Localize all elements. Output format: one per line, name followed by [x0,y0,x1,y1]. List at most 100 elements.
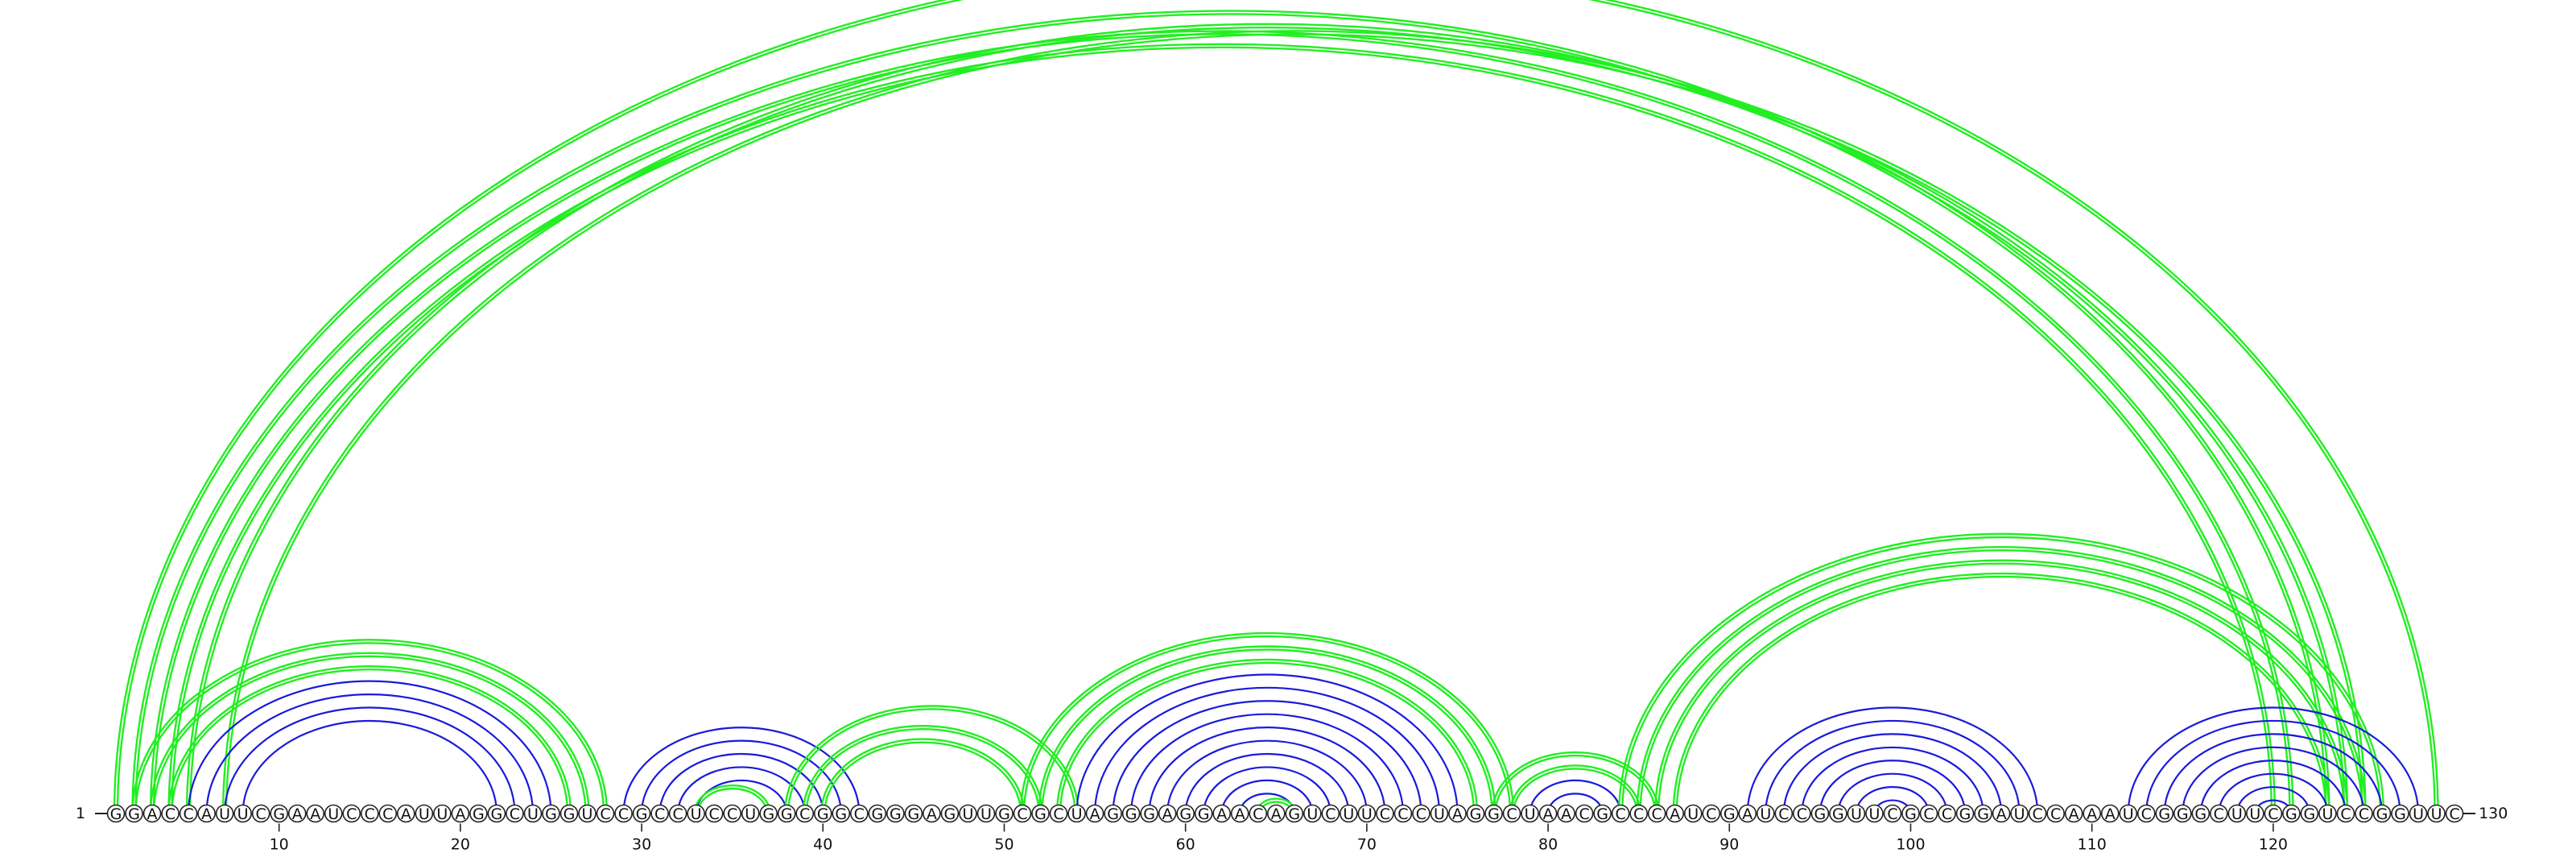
nucleotide-circle [1049,804,1068,823]
nucleotide-letter: G [1107,805,1119,823]
nucleotide: C [1938,804,1956,823]
nucleotide-letter: C [854,805,865,823]
base-pair-arc [1746,706,2039,814]
nucleotide-letter: G [1814,805,1827,823]
nucleotide-letter: U [1071,805,1083,823]
nucleotide: U [1303,804,1322,823]
nucleotide: U [215,804,234,823]
nucleotide-circle [1810,804,1830,823]
nucleotide-letter: G [1143,805,1155,823]
tick-label: 110 [2078,836,2107,854]
nucleotide-letter: G [1125,805,1137,823]
nucleotide: G [1285,804,1304,823]
nucleotide-circle [1484,804,1503,823]
nucleotide: C [1321,804,1340,823]
arc-stroke [205,693,535,814]
nucleotide-letter: G [1470,805,1482,823]
nucleotide: C [1013,804,1032,823]
nucleotide: G [1829,804,1847,823]
arc-stroke [1620,536,2382,814]
nucleotide-letter: C [2050,805,2061,823]
end-position-label: 130 [2479,805,2508,822]
nucleotide: G [868,804,887,823]
nucleotide-letter: A [927,805,937,823]
nucleotide-letter: A [2087,805,2097,823]
nucleotide-circle [2372,804,2392,823]
nucleotide-circle [1883,804,1902,823]
nucleotide-circle [704,804,724,823]
base-pair-arc [820,738,1026,814]
nucleotide-letter: C [256,805,266,823]
nucleotide-circle [433,804,452,823]
nucleotide-letter: U [1361,805,1373,823]
nucleotide-letter: C [1325,805,1335,823]
nucleotide: U [2409,804,2428,823]
nucleotide: U [2427,804,2446,823]
nucleotide-letter: U [419,805,430,823]
tick-label: 60 [1176,836,1195,854]
nucleotide-circle [1702,804,1721,823]
nucleotide-letter: U [2431,805,2442,823]
arc-stroke [1639,549,2363,814]
nucleotide-letter: U [328,805,339,823]
nucleotide-letter: G [817,805,829,823]
nucleotide-letter: G [1034,805,1046,823]
tick-label: 30 [632,836,651,854]
arc-stroke [167,43,2277,814]
nucleotide-circle [1067,804,1086,823]
nucleotide-circle [2264,804,2283,823]
nucleotide: A [1538,804,1558,823]
nucleotide-circle [2355,804,2373,823]
nucleotide-letter: U [2322,805,2333,823]
base-pair-arc [2218,772,2329,814]
arc-stroke [224,706,516,814]
nucleotide: C [704,804,724,823]
nucleotide: C [506,804,524,823]
arc-stroke [1855,786,1930,814]
base-pair-arc [1112,700,1422,814]
nucleotide-circle [976,804,996,823]
nucleotide-letter: A [147,805,158,823]
nucleotide: U [523,804,543,823]
nucleotide: C [1793,804,1811,823]
tick-label: 90 [1719,836,1739,854]
nucleotide: C [1049,804,1068,823]
base-pair-arc [1075,673,1459,814]
nucleotide-letter: C [365,805,375,823]
tick-label: 40 [813,836,832,854]
nucleotide-letter: U [1307,805,1318,823]
nucleotide: C [2046,804,2065,823]
arc-stroke [188,26,2346,814]
nucleotide: A [1085,804,1104,823]
tick-label: 50 [994,836,1013,854]
nucleotide-circle [578,804,597,823]
nucleotide-circle [1212,804,1232,823]
nucleotide-circle [197,804,216,823]
nucleotide-letter: C [709,805,720,823]
nucleotide-letter: C [1942,805,1952,823]
nucleotide-letter: G [128,805,140,823]
nucleotide: C [179,804,198,823]
nucleotide: U [233,804,252,823]
base-pair-arc [1801,746,1984,814]
nucleotide: C [614,804,633,823]
nucleotide-letter: U [1868,805,1880,823]
arc-stroke [1636,546,2367,814]
nucleotide-circle [1393,804,1413,823]
nucleotide: A [1992,804,2011,823]
nucleotide-letter: C [1633,805,1644,823]
nucleotide-letter: C [510,805,520,823]
nucleotide-letter: C [382,805,393,823]
base-pair-arc [2182,746,2365,814]
nucleotide-letter: G [2394,805,2406,823]
arc-stroke [2235,786,2311,814]
nucleotide: C [1611,804,1630,823]
base-pair-arc [167,43,2277,814]
nucleotide: G [832,804,851,823]
arc-stroke [1657,562,2346,814]
base-pair-arc [2235,786,2311,814]
nucleotide: A [397,804,415,823]
arc-stroke [113,0,2439,814]
arc-stroke [152,32,2291,814]
nucleotide: G [125,804,143,823]
